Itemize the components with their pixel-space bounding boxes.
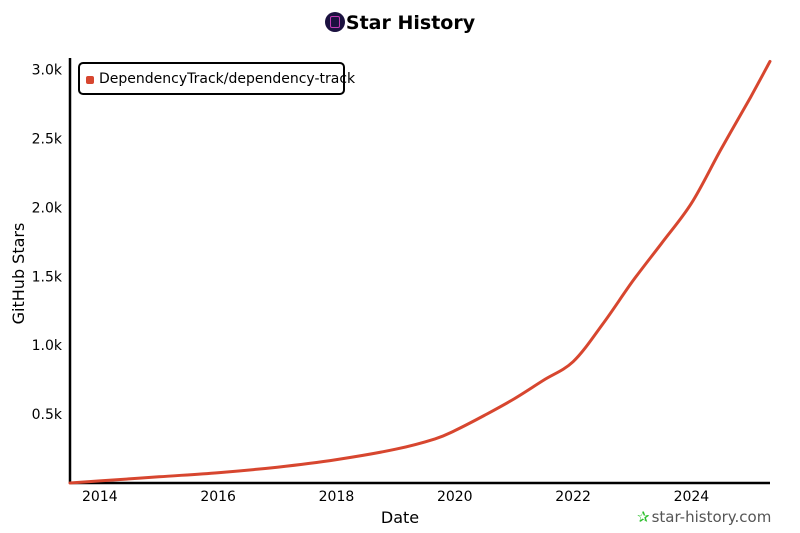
y-tick-label: 2.0k	[32, 200, 63, 216]
legend-label: DependencyTrack/dependency-track	[99, 71, 356, 87]
x-axis-label: Date	[381, 508, 419, 527]
y-tick-label: 3.0k	[32, 63, 63, 79]
watermark-text: star-history.com	[651, 508, 772, 526]
y-tick-label: 1.5k	[32, 269, 63, 285]
star-history-logo-icon	[324, 12, 345, 32]
x-tick-label: 2024	[674, 489, 710, 505]
y-axis-label: GitHub Stars	[9, 223, 28, 325]
x-tick-label: 2020	[437, 489, 473, 505]
series-line	[68, 59, 772, 485]
watermark[interactable]: ✰ star-history.com	[637, 507, 771, 527]
chart-title-text: Star History	[345, 12, 476, 34]
x-tick-label: 2014	[82, 489, 118, 505]
chart-title: Star History	[0, 10, 800, 36]
y-tick-label: 2.5k	[32, 132, 63, 148]
chart-legend: DependencyTrack/dependency-track	[78, 62, 355, 95]
star-icon: ✰	[637, 508, 650, 526]
legend-swatch	[86, 76, 94, 84]
y-tick-label: 0.5k	[32, 407, 63, 423]
x-tick-label: 2022	[555, 489, 591, 505]
x-tick-label: 2018	[319, 489, 355, 505]
y-tick-label: 1.0k	[32, 338, 63, 354]
x-tick-label: 2016	[200, 489, 236, 505]
